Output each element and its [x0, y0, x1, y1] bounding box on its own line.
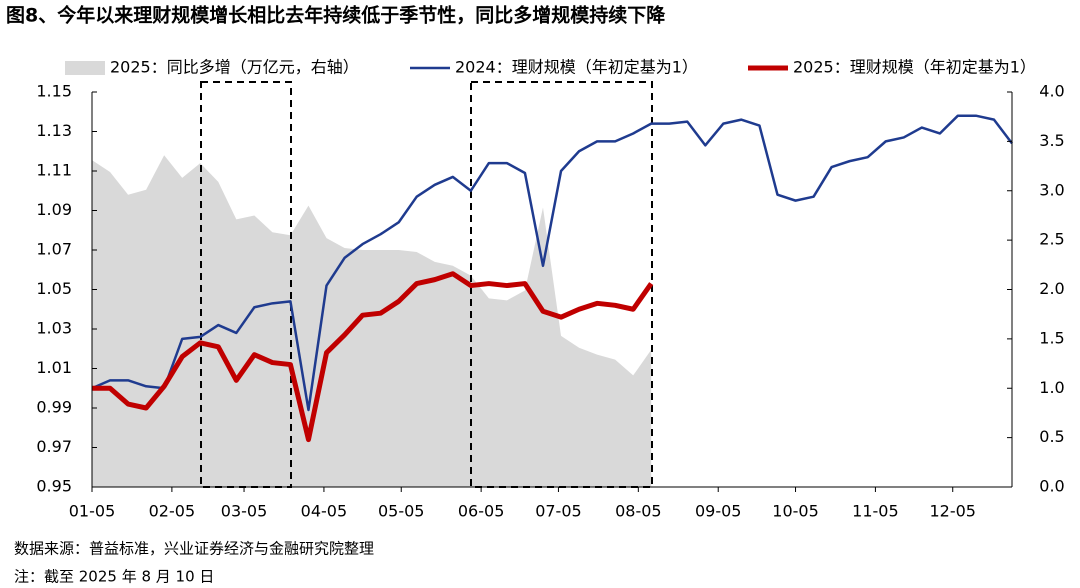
source-note: 数据来源：普益标准，兴业证券经济与金融研究院整理 [14, 540, 374, 558]
y2-tick-label: 2.0 [1039, 279, 1064, 298]
y-tick-label: 1.09 [36, 200, 72, 219]
x-tick-label: 04-05 [301, 502, 348, 521]
x-tick-label: 05-05 [378, 502, 425, 521]
x-tick-label: 03-05 [221, 502, 268, 521]
y-tick-label: 1.11 [36, 161, 72, 180]
y-tick-label: 1.15 [36, 82, 72, 101]
line [91, 114, 1013, 412]
x-tick-label: 10-05 [772, 502, 819, 521]
x-tick-label: 01-05 [69, 502, 116, 521]
y2-tick-label: 1.0 [1039, 378, 1064, 397]
y-tick-label: 1.05 [36, 279, 72, 298]
y2-tick-label: 2.5 [1039, 230, 1064, 249]
y-tick-label: 1.01 [36, 358, 72, 377]
y-tick-label: 1.07 [36, 240, 72, 259]
x-tick-label: 12-05 [929, 502, 976, 521]
x-tick-label: 07-05 [535, 502, 582, 521]
legend-label: 2025：同比多增（万亿元，右轴） [110, 58, 359, 77]
area [92, 155, 652, 487]
x-tick-label: 08-05 [615, 502, 662, 521]
legend-label: 2024：理财规模（年初定基为1） [455, 58, 698, 77]
y-tick-label: 0.99 [36, 398, 72, 417]
legend-swatch [65, 61, 105, 75]
y-tick-label: 1.03 [36, 319, 72, 338]
line [92, 271, 654, 443]
footnote: 注：截至 2025 年 8 月 10 日 [14, 568, 214, 586]
y2-tick-label: 0.5 [1039, 427, 1064, 446]
y2-tick-label: 1.5 [1039, 328, 1064, 347]
legend-label: 2025：理财规模（年初定基为1） [793, 58, 1036, 77]
x-tick-label: 09-05 [695, 502, 742, 521]
y2-tick-label: 3.5 [1039, 131, 1064, 150]
x-tick-label: 02-05 [149, 502, 196, 521]
y-tick-label: 0.95 [36, 477, 72, 496]
y2-tick-label: 0.0 [1039, 477, 1064, 496]
chart-title: 图8、今年以来理财规模增长相比去年持续低于季节性，同比多增规模持续下降 [6, 4, 666, 27]
x-tick-label: 11-05 [852, 502, 899, 521]
x-tick-label: 06-05 [458, 502, 505, 521]
y2-tick-label: 3.0 [1039, 180, 1064, 199]
y-tick-label: 0.97 [36, 437, 72, 456]
y-tick-label: 1.13 [36, 121, 72, 140]
y2-tick-label: 4.0 [1039, 82, 1064, 101]
